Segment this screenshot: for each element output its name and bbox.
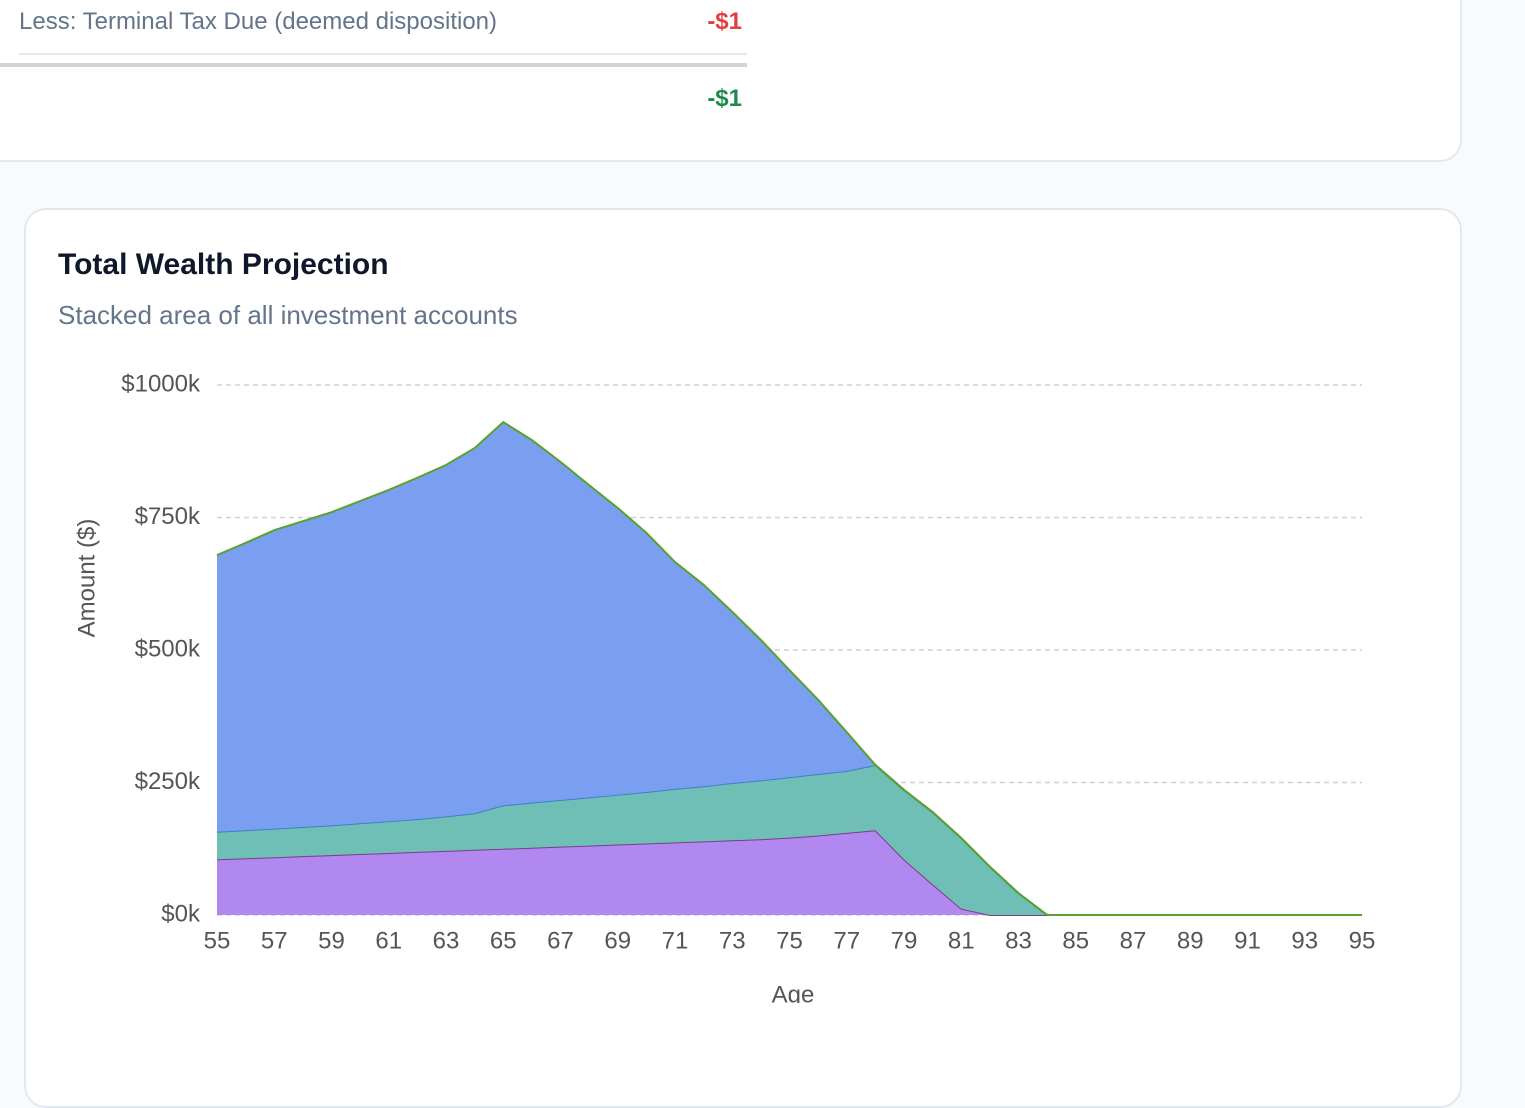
x-tick-label: 95 [1349, 927, 1376, 954]
y-tick-label: $500k [135, 635, 201, 662]
x-tick-label: 79 [891, 927, 918, 954]
y-tick-label: $250k [135, 768, 201, 795]
x-tick-label: 77 [833, 927, 860, 954]
x-axis-label: Age [772, 981, 815, 1003]
summary-card: Less: Terminal Tax Due (deemed dispositi… [0, 0, 1462, 162]
x-tick-label: 59 [318, 927, 345, 954]
y-tick-label: $0k [161, 900, 201, 927]
total-value: -$1 [707, 85, 742, 112]
x-tick-label: 69 [604, 927, 631, 954]
area [217, 765, 1362, 915]
row-divider [19, 53, 747, 55]
row-value: -$1 [707, 8, 742, 35]
chart: Amount ($) Age $0k $250k $500k $750k $1000k 5… [73, 370, 1376, 1003]
page: Less: Terminal Tax Due (deemed dispositi… [0, 0, 1462, 1108]
y-tick-label: $1000k [121, 370, 201, 397]
x-tick-label: 71 [662, 927, 689, 954]
x-tick-label: 55 [204, 927, 231, 954]
x-tick-label: 65 [490, 927, 517, 954]
x-tick-label: 93 [1291, 927, 1318, 954]
x-tick-label: 83 [1005, 927, 1032, 954]
area [217, 422, 1362, 915]
x-tick-label: 75 [776, 927, 803, 954]
area-line [216, 420, 1362, 916]
row-label: Less: Terminal Tax Due (deemed dispositi… [19, 8, 498, 35]
x-tick-label: 73 [719, 927, 746, 954]
x-tick-label: 63 [433, 927, 460, 954]
x-tick-label: 89 [1177, 927, 1204, 954]
chart-title: Total Wealth Projection [58, 248, 389, 281]
x-tick-label: 87 [1120, 927, 1147, 954]
chart-subtitle: Stacked area of all investment accounts [58, 300, 518, 330]
area [217, 830, 1362, 915]
y-tick-label: $750k [135, 503, 201, 530]
x-tick-label: 91 [1234, 927, 1261, 954]
x-tick-label: 85 [1062, 927, 1089, 954]
x-tick-label: 81 [948, 927, 975, 954]
x-tick-label: 67 [547, 927, 574, 954]
y-axis-label: Amount ($) [73, 519, 100, 638]
total-divider [0, 63, 747, 67]
x-tick-label: 61 [375, 927, 402, 954]
x-tick-label: 57 [261, 927, 288, 954]
